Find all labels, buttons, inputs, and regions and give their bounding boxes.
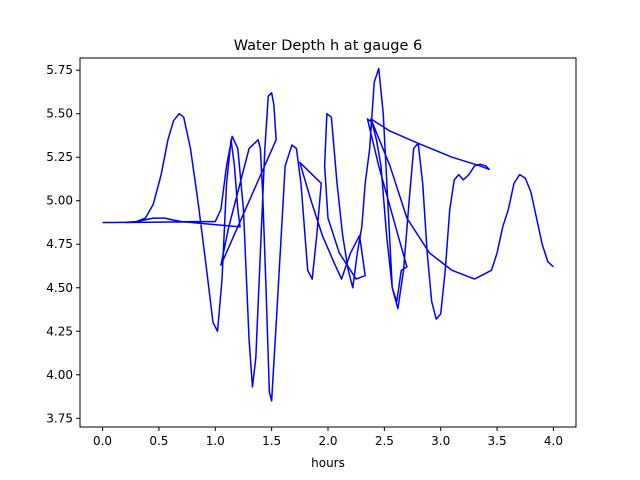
y-tick-label: 5.75 bbox=[46, 63, 73, 77]
y-tick-label: 4.00 bbox=[46, 368, 73, 382]
x-tick-label: 4.0 bbox=[544, 434, 563, 448]
y-tick-label: 4.75 bbox=[46, 237, 73, 251]
x-tick-label: 0.5 bbox=[149, 434, 168, 448]
x-tick-label: 2.0 bbox=[318, 434, 337, 448]
y-tick-label: 4.50 bbox=[46, 281, 73, 295]
plot-frame bbox=[79, 57, 577, 428]
x-tick-label: 0.0 bbox=[93, 434, 112, 448]
x-tick-label: 1.0 bbox=[206, 434, 225, 448]
x-tick-label: 1.5 bbox=[262, 434, 281, 448]
y-tick-label: 5.00 bbox=[46, 194, 73, 208]
plot-area bbox=[102, 67, 554, 402]
x-tick-label: 3.5 bbox=[488, 434, 507, 448]
y-tick-label: 3.75 bbox=[46, 411, 73, 425]
y-tick-label: 5.50 bbox=[46, 107, 73, 121]
x-tick-label: 2.5 bbox=[375, 434, 394, 448]
y-tick-label: 4.25 bbox=[46, 324, 73, 338]
axis-ticks: 0.0 0.5 1.0 1.5 2.0 2.5 3.0 3.5 4.0 3.75 4.00 4.25 4… bbox=[46, 63, 563, 448]
y-tick-label: 5.25 bbox=[46, 150, 73, 164]
x-axis-label: hours bbox=[311, 456, 345, 470]
series-line-0 bbox=[102, 67, 554, 402]
chart-title: Water Depth h at gauge 6 bbox=[234, 38, 422, 54]
x-tick-label: 3.0 bbox=[431, 434, 450, 448]
